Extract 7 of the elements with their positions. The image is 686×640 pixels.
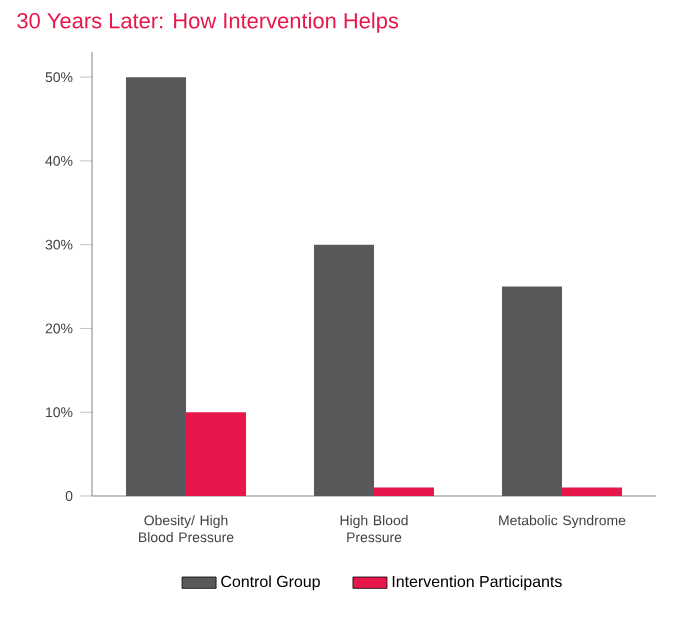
bar — [126, 77, 186, 496]
bar — [374, 487, 434, 496]
bar — [186, 412, 246, 496]
chart-title: 30 Years Later: How Intervention Helps — [17, 12, 399, 33]
bar — [502, 286, 562, 496]
bar — [314, 244, 374, 496]
bar — [562, 487, 622, 496]
